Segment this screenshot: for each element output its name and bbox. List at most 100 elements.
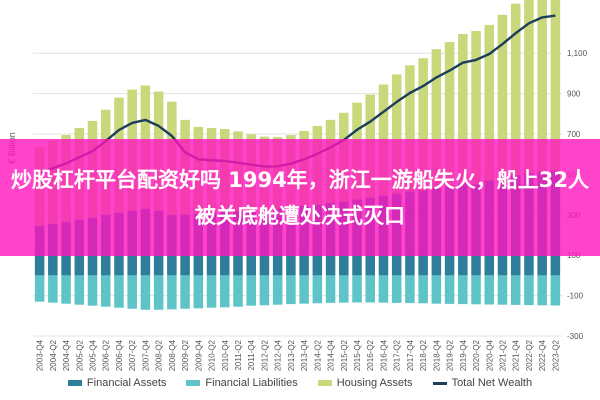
x-tick-label: 2021-Q2 [499, 339, 508, 371]
bar-housing-assets [431, 49, 442, 189]
bar-financial-liabilities [444, 275, 455, 304]
x-tick-label: 2017-Q4 [406, 339, 415, 371]
x-tick-label: 2006-Q2 [102, 339, 111, 371]
x-tick-label: 2014-Q2 [313, 339, 322, 371]
bar-financial-liabilities [48, 275, 58, 303]
legend-item-financial-liabilities: Financial Liabilities [186, 377, 298, 389]
bar-financial-liabilities [418, 275, 428, 304]
bar-financial-liabilities [391, 275, 402, 303]
x-tick-label: 2022-Q4 [538, 339, 547, 371]
bar-financial-liabilities [100, 275, 111, 307]
y-tick-label: -300 [567, 332, 584, 341]
bar-financial-liabilities [484, 275, 495, 305]
bar-financial-liabilities [524, 275, 534, 306]
banner-text: 炒股杠杆平台配资好吗 1994年，浙江一游船失火，船上32人被关底舱遭处决式灭口 [11, 167, 589, 228]
legend-swatch-financial-liabilities [186, 380, 201, 386]
y-tick-label: -100 [567, 292, 584, 301]
bar-financial-liabilities [431, 275, 442, 304]
bar-housing-assets [484, 24, 495, 181]
legend-item-housing-assets: Housing Assets [317, 377, 413, 389]
x-tick-label: 2012-Q4 [274, 339, 283, 371]
bar-housing-assets [537, 0, 547, 172]
bar-financial-liabilities [365, 275, 375, 303]
bar-financial-liabilities [246, 275, 256, 306]
bar-financial-liabilities [153, 275, 164, 310]
bar-housing-assets [418, 58, 428, 191]
bar-housing-assets [510, 3, 521, 176]
bar-financial-liabilities [74, 275, 85, 305]
legend-label: Total Net Wealth [451, 377, 533, 389]
x-tick-label: 2009-Q4 [194, 339, 203, 371]
bar-housing-assets [391, 74, 402, 194]
x-tick-label: 2013-Q2 [287, 339, 296, 371]
x-tick-label: 2008-Q2 [155, 339, 164, 371]
x-axis-ticks: 2003-Q4 2004-Q2 2004-Q4 2005-Q2 2005-Q4 2006-… [36, 339, 561, 371]
x-tick-label: 2004-Q4 [62, 339, 71, 371]
bar-financial-liabilities [87, 275, 98, 306]
legend-item-total-net-wealth: Total Net Wealth [432, 377, 533, 389]
bar-housing-assets [444, 42, 455, 187]
legend-swatch-financial-assets [67, 380, 82, 386]
x-tick-label: 2012-Q2 [260, 339, 269, 371]
x-tick-label: 2023-Q2 [551, 339, 560, 371]
bar-financial-liabilities [127, 275, 137, 309]
x-tick-label: 2004-Q2 [49, 339, 58, 371]
bar-financial-liabilities [180, 275, 190, 309]
x-tick-label: 2016-Q4 [380, 339, 389, 371]
legend-swatch-housing-assets [317, 380, 332, 386]
x-tick-label: 2017-Q2 [393, 339, 402, 371]
legend-item-financial-assets: Financial Assets [67, 377, 167, 389]
x-tick-label: 2018-Q2 [419, 339, 428, 371]
legend-label: Housing Assets [336, 377, 413, 389]
x-tick-label: 2020-Q2 [472, 339, 481, 371]
bar-financial-liabilities [405, 275, 415, 304]
bar-financial-liabilities [206, 275, 217, 308]
bar-financial-liabilities [193, 275, 204, 309]
y-tick-label: 1,100 [567, 49, 588, 58]
bar-housing-assets [405, 65, 415, 192]
bar-financial-liabilities [299, 275, 309, 304]
x-tick-label: 2010-Q4 [221, 339, 230, 371]
y-tick-label: 900 [567, 90, 581, 99]
bar-housing-assets [524, 0, 534, 174]
x-tick-label: 2005-Q4 [89, 339, 98, 371]
x-tick-label: 2005-Q2 [75, 339, 84, 371]
x-tick-label: 2022-Q2 [525, 339, 534, 371]
x-tick-label: 2016-Q2 [366, 339, 375, 371]
x-tick-label: 2007-Q2 [128, 339, 137, 371]
bar-financial-liabilities [34, 275, 45, 302]
bar-financial-liabilities [312, 275, 323, 304]
bar-financial-liabilities [537, 275, 547, 306]
bar-financial-liabilities [233, 275, 243, 307]
bar-financial-liabilities [167, 275, 177, 310]
bar-financial-liabilities [550, 275, 561, 306]
x-tick-label: 2011-Q4 [247, 339, 256, 370]
legend-label: Financial Liabilities [205, 377, 298, 389]
bar-financial-liabilities [114, 275, 124, 308]
bar-financial-liabilities [458, 275, 468, 305]
legend-label: Financial Assets [86, 377, 167, 389]
bar-financial-liabilities [352, 275, 362, 303]
x-tick-label: 2019-Q2 [446, 339, 455, 371]
x-tick-label: 2003-Q4 [36, 339, 45, 371]
bar-financial-liabilities [471, 275, 481, 305]
x-tick-label: 2014-Q4 [327, 339, 336, 371]
bar-financial-liabilities [140, 275, 151, 310]
x-tick-label: 2008-Q4 [168, 339, 177, 371]
x-tick-label: 2010-Q2 [208, 339, 217, 371]
x-tick-label: 2015-Q2 [340, 339, 349, 371]
bar-financial-liabilities [325, 275, 336, 303]
bar-financial-liabilities [259, 275, 270, 306]
bar-financial-liabilities [510, 275, 521, 305]
bar-housing-assets [471, 30, 481, 185]
x-tick-label: 2018-Q4 [432, 339, 441, 371]
x-tick-label: 2007-Q4 [141, 339, 150, 371]
x-tick-label: 2021-Q4 [512, 339, 521, 371]
bar-financial-liabilities [272, 275, 283, 305]
bar-financial-liabilities [378, 275, 389, 303]
legend: Financial Assets Financial Liabilities H… [0, 372, 600, 394]
bar-financial-liabilities [61, 275, 71, 304]
x-tick-label: 2020-Q4 [485, 339, 494, 371]
y-tick-label: 700 [567, 130, 581, 139]
